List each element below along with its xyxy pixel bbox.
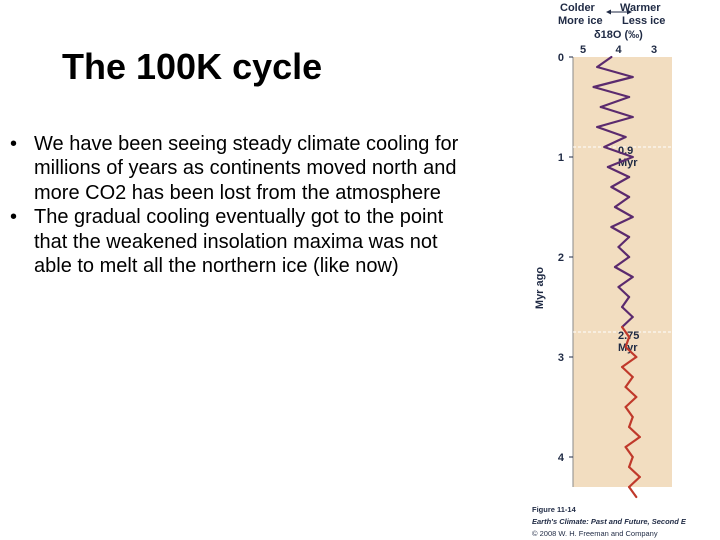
series-segment (627, 455, 634, 469)
series-segment (624, 435, 641, 449)
isotope-series (592, 55, 641, 499)
isotope-chart: Colder More ice Warmer Less ice δ18O (‰)… (532, 2, 687, 538)
series-segment (627, 415, 634, 429)
series-segment (624, 375, 634, 389)
series-segment (620, 305, 634, 319)
series-segment (620, 365, 634, 379)
double-arrow-icon (606, 9, 632, 15)
y-tick-label: 3 (558, 352, 564, 364)
bullet-list: • We have been seeing steady climate coo… (10, 132, 480, 278)
series-segment (599, 95, 631, 109)
series-segment (592, 85, 631, 99)
series-segment (627, 425, 641, 439)
series-segment (613, 195, 631, 209)
series-segment (610, 185, 631, 199)
series-segment (617, 275, 634, 289)
x-tick-label: 3 (651, 44, 657, 56)
y-axis-label: Myr ago (534, 267, 546, 309)
series-segment (624, 395, 638, 409)
series-segment (613, 205, 634, 219)
series-segment (627, 465, 641, 479)
series-segment (620, 325, 631, 339)
x-tick-label: 5 (580, 44, 586, 56)
series-segment (610, 175, 631, 189)
x-tick-label: 4 (615, 44, 622, 56)
series-segment (624, 345, 638, 359)
series-segment (603, 135, 627, 149)
series-segment (624, 445, 634, 459)
series-segment (617, 285, 631, 299)
series-segment (606, 155, 634, 169)
series-segment (610, 225, 631, 239)
series-segment (624, 335, 631, 349)
series-segment (613, 265, 634, 279)
less-ice-label: Less ice (622, 15, 665, 27)
series-segment (620, 355, 638, 369)
series-segment (592, 75, 634, 89)
series-segment (627, 485, 638, 499)
slide-title: The 100K cycle (62, 46, 323, 87)
series-segment (606, 165, 631, 179)
series-segment (620, 315, 634, 329)
figure-source: Earth's Climate: Past and Future, Second… (532, 517, 687, 526)
y-ticks: 0 1 2 3 4 (558, 52, 573, 464)
series-segment (610, 215, 634, 229)
series-segment (617, 235, 631, 249)
figure-copyright: © 2008 W. H. Freeman and Company (532, 529, 658, 538)
x-ticks: 5 4 3 (580, 44, 657, 56)
bullet-symbol: • (10, 206, 18, 229)
axis-title: δ18O (‰) (594, 29, 643, 41)
bullet-text: The gradual cooling eventually got to th… (34, 206, 444, 278)
more-ice-label: More ice (558, 15, 603, 27)
y-tick-label: 1 (558, 152, 564, 164)
bullet-text: We have been seeing steady climate cooli… (34, 133, 459, 204)
y-tick-label: 0 (558, 52, 564, 64)
series-segment (627, 475, 641, 489)
bullet-item: • The gradual cooling eventually got to … (10, 205, 480, 278)
series-segment (613, 255, 631, 269)
series-segment (596, 65, 634, 79)
series-segment (620, 295, 631, 309)
series-segment (603, 145, 634, 159)
colder-label: Colder (560, 2, 596, 14)
y-tick-label: 4 (558, 452, 565, 464)
series-segment (596, 115, 634, 129)
y-tick-label: 2 (558, 252, 564, 264)
series-segment (624, 405, 634, 419)
series-segment (596, 55, 613, 69)
series-segment (624, 385, 638, 399)
series-segment (596, 125, 627, 139)
bullet-item: • We have been seeing steady climate coo… (10, 132, 480, 205)
figure-number: Figure 11-14 (532, 505, 577, 514)
series-segment (617, 245, 631, 259)
series-segment (599, 105, 634, 119)
oxygen-isotope-figure: Colder More ice Warmer Less ice δ18O (‰)… (520, 0, 720, 540)
warmer-label: Warmer (620, 2, 661, 14)
bullet-symbol: • (10, 133, 18, 155)
